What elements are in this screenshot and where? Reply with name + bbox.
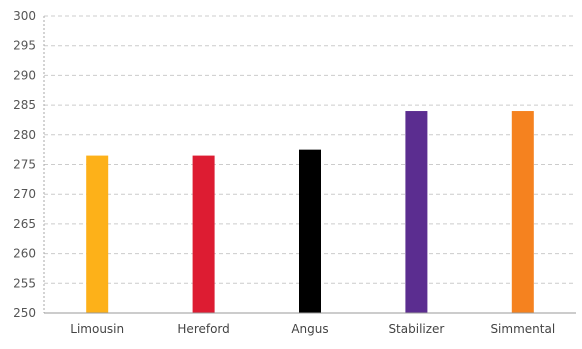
x-tick-label: Stabilizer [388, 322, 444, 336]
bar-limousin [86, 155, 109, 313]
bars [86, 111, 534, 313]
y-tick-label: 255 [13, 276, 36, 290]
bar-hereford [192, 155, 215, 313]
y-tick-label: 295 [13, 39, 36, 53]
y-tick-label: 275 [13, 158, 36, 172]
y-tick-label: 260 [13, 247, 36, 261]
x-axis: Limousin Hereford Angus Stabilizer Simmental [44, 312, 576, 336]
y-tick-label: 300 [13, 9, 36, 23]
x-tick-label: Simmental [490, 322, 555, 336]
x-tick-label: Limousin [70, 322, 124, 336]
bar-angus [299, 149, 321, 313]
bar-stabilizer [405, 111, 428, 313]
y-tick-label: 265 [13, 217, 36, 231]
y-tick-label: 290 [13, 68, 36, 82]
x-tick-label: Hereford [177, 322, 229, 336]
y-axis: 250 255 260 265 270 275 280 285 290 295 300 [13, 9, 45, 320]
x-tick-label: Angus [291, 322, 328, 336]
y-tick-label: 280 [13, 128, 36, 142]
y-tick-label: 285 [13, 98, 36, 112]
y-tick-label: 250 [13, 306, 36, 320]
y-tick-label: 270 [13, 187, 36, 201]
bar-simmental [511, 111, 534, 313]
